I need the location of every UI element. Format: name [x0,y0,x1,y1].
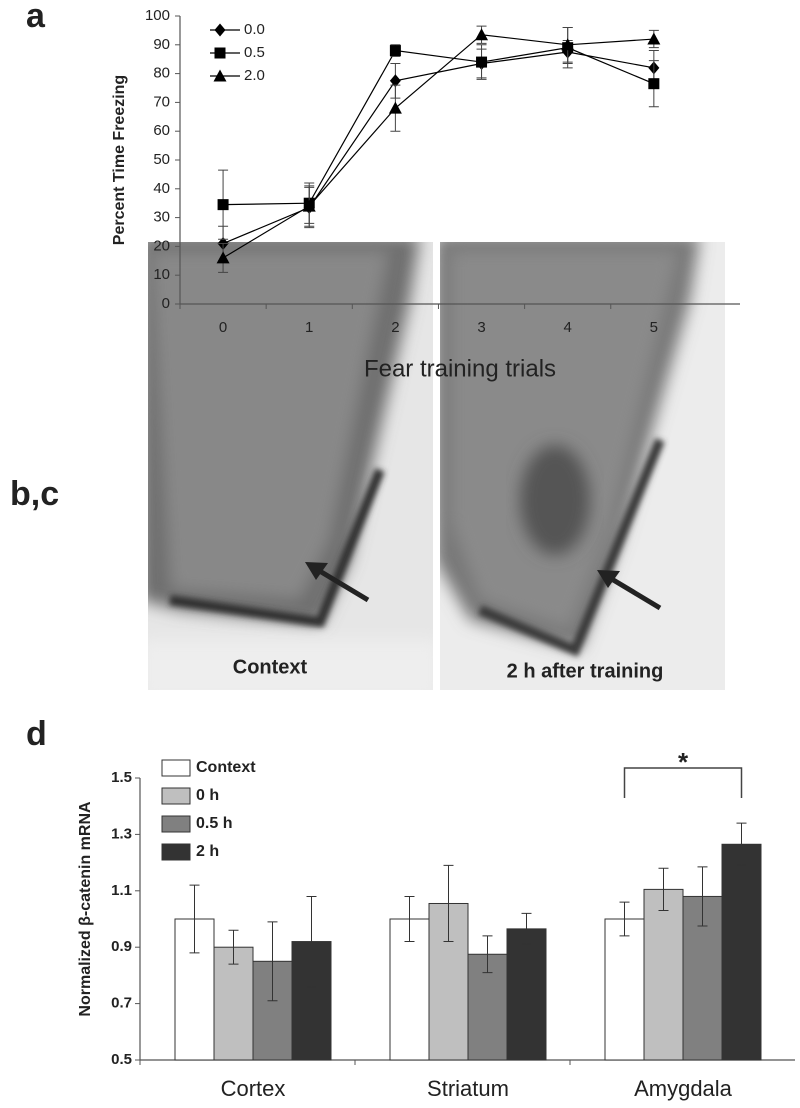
annotation: * [678,747,689,777]
image-label: Context [233,656,308,678]
arrow-head [597,570,620,588]
x-tick-label: Cortex [221,1076,286,1101]
x-axis-label: Fear training trials [364,355,556,382]
y-tick-label: 1.5 [111,769,132,786]
arrow [316,567,370,603]
error-bar [404,895,415,943]
legend-label: 2 h [196,843,219,860]
y-tick-label: 1.1 [111,882,132,899]
image-label: 2 h after training [507,660,664,682]
error-bar [267,921,278,1002]
image-after-training [440,242,725,690]
bar [389,918,430,1061]
marker [389,74,401,88]
marker [561,38,575,51]
legend-marker [214,23,226,37]
x-tick-label: Striatum [427,1076,509,1101]
y-tick-label: 1.3 [111,825,132,842]
y-tick-label: 0 [162,295,170,312]
legend-marker [214,47,226,59]
error-bar [482,935,493,974]
marker [389,45,401,57]
x-tick-label: 5 [650,319,658,336]
x-tick-label: 3 [477,319,485,336]
x-tick-label: Amygdala [634,1076,733,1101]
error-bar [306,895,317,988]
bar [721,843,762,1061]
panel-label: b,c [10,475,59,513]
legend-label: 0.5 [244,44,265,61]
y-tick-label: 30 [153,209,170,226]
y-tick-label: 40 [153,180,170,197]
series-line [223,47,655,206]
error-bar [736,822,747,866]
marker [475,28,489,41]
error-bar [697,866,708,927]
marker [647,32,661,45]
legend-swatch [161,815,191,833]
marker [302,199,316,212]
x-tick-label: 1 [305,319,313,336]
error-bar [521,912,532,945]
significance-bracket [623,767,743,798]
x-tick-label: 4 [564,319,572,336]
marker [217,199,229,211]
arrow-head [305,562,328,580]
error-bar [619,901,630,937]
legend-label: 0.0 [244,21,265,38]
marker [648,78,660,90]
error-bar [443,864,454,943]
arrow [608,575,662,611]
panel-label: d [26,715,47,753]
legend-label: Context [196,759,256,776]
y-tick-label: 0.7 [111,995,132,1012]
bar [604,918,645,1061]
bar [643,888,684,1061]
error-bar [189,884,200,954]
y-tick-label: 0.9 [111,938,132,955]
y-tick-label: 80 [153,65,170,82]
legend-label: 0 h [196,787,219,804]
legend-swatch [161,787,191,805]
series-line [222,51,654,245]
image-context [148,242,433,690]
y-tick-label: 0.5 [111,1051,132,1068]
legend-marker [213,69,227,82]
y-tick-label: 70 [153,93,170,110]
y-tick-label: 60 [153,122,170,139]
marker [388,101,402,114]
marker [216,251,230,264]
error-bar [658,867,669,912]
y-tick-label: 20 [153,237,170,254]
bar [506,928,547,1061]
y-tick-label: 90 [153,36,170,53]
legend-swatch [161,759,191,777]
panel-label: a [26,0,46,35]
legend-swatch [161,843,191,861]
x-tick-label: 0 [219,319,227,336]
y-axis-label: Percent Time Freezing [111,75,128,245]
y-tick-label: 10 [153,266,170,283]
y-tick-label: 100 [145,7,170,24]
y-axis-label: Normalized β-catenin mRNA [77,801,94,1017]
series-line [222,34,654,259]
bar [213,946,254,1061]
x-tick-label: 2 [391,319,399,336]
y-tick-label: 50 [153,151,170,168]
marker [476,56,488,68]
legend-label: 0.5 h [196,815,232,832]
error-bar [228,929,239,965]
legend-label: 2.0 [244,67,265,84]
